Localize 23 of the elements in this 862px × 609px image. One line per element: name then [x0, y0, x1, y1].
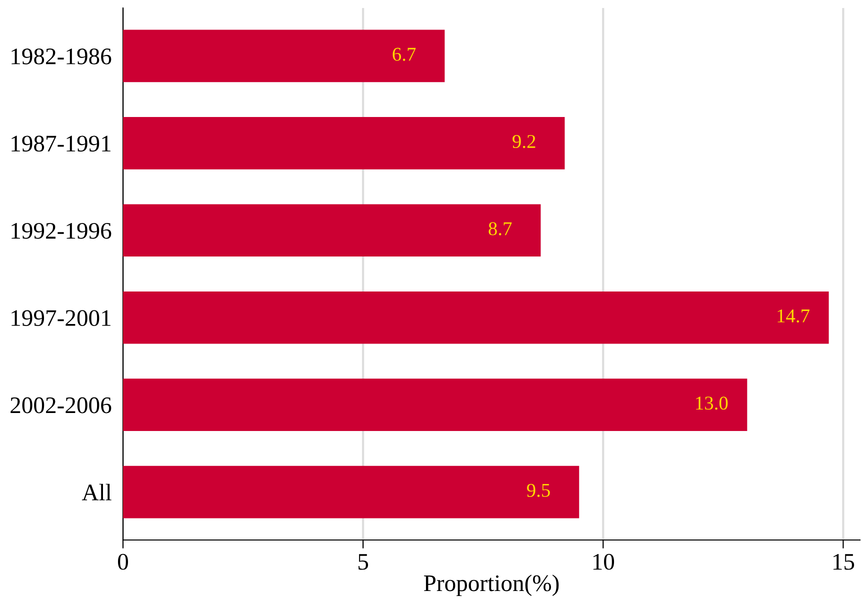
x-axis-title: Proportion(%) — [424, 574, 559, 596]
x-tick-label: 0 — [118, 554, 128, 570]
data-label: 14.7 — [778, 309, 810, 323]
data-label: 8.7 — [488, 222, 512, 236]
bar — [123, 117, 565, 170]
x-tick-label: 15 — [833, 554, 854, 570]
x-tick-label: 5 — [358, 554, 368, 570]
bar — [123, 466, 580, 518]
bar — [123, 204, 541, 257]
bar — [123, 30, 445, 82]
y-tick-label: 1992-1996 — [12, 222, 112, 239]
x-tick-label: 10 — [593, 554, 614, 570]
data-label: 9.2 — [512, 134, 536, 148]
y-tick-label: 1987-1991 — [12, 136, 110, 152]
data-label: 6.7 — [392, 48, 416, 61]
bar — [123, 378, 748, 431]
y-tick-label: All — [82, 484, 112, 500]
y-tick-label: 2002-2006 — [10, 397, 112, 414]
data-label: 13.0 — [696, 396, 728, 410]
bar — [123, 291, 829, 344]
data-label: 9.5 — [526, 484, 550, 497]
y-tick-label: 1982-1986 — [12, 48, 112, 64]
y-tick-label: 1997-2001 — [12, 310, 110, 326]
